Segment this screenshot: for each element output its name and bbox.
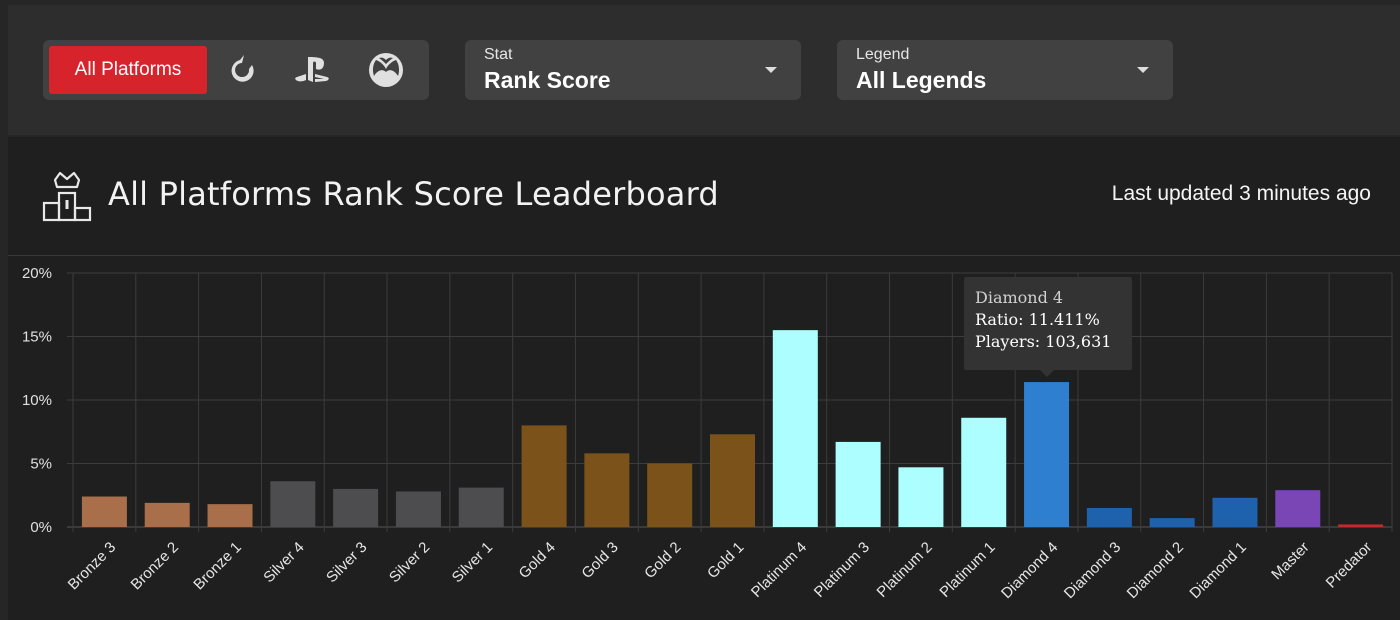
bar-diamond-4[interactable] <box>1024 382 1070 527</box>
playstation-icon[interactable] <box>293 51 333 89</box>
x-tick-label: Platinum 4 <box>748 539 810 601</box>
bar-gold-1[interactable] <box>710 434 755 527</box>
tooltip-title: Diamond 4 <box>975 288 1064 307</box>
tooltip-ratio: Ratio: 11.411% <box>975 310 1100 329</box>
leaderboard-header: All Platforms Rank Score Leaderboard Las… <box>8 137 1400 256</box>
podium-icon <box>42 171 92 222</box>
bar-gold-3[interactable] <box>584 453 630 527</box>
x-tick-label: Platinum 3 <box>811 539 873 601</box>
last-updated-text: Last updated 3 minutes ago <box>1111 182 1371 205</box>
x-tick-label: Predator <box>1323 539 1376 592</box>
bar-platinum-3[interactable] <box>835 441 881 527</box>
bar-bronze-3[interactable] <box>81 496 127 527</box>
bar-bronze-1[interactable] <box>207 504 253 527</box>
bar-platinum-4[interactable] <box>772 330 818 527</box>
legend-dropdown[interactable]: Legend All Legends <box>837 40 1173 100</box>
x-tick-label: Diamond 4 <box>998 539 1061 602</box>
tooltip-players: Players: 103,631 <box>975 332 1112 351</box>
x-tick-label: Platinum 2 <box>874 539 936 601</box>
x-tick-label: Gold 2 <box>641 539 684 582</box>
x-tick-label: Platinum 1 <box>936 539 998 601</box>
stat-dropdown-label: Stat <box>484 46 513 63</box>
x-tick-label: Bronze 3 <box>65 539 119 593</box>
x-tick-label: Silver 2 <box>386 539 433 586</box>
x-tick-label: Silver 3 <box>323 539 370 586</box>
bar-silver-3[interactable] <box>333 488 379 527</box>
x-tick-label: Diamond 3 <box>1061 539 1124 602</box>
x-tick-label: Diamond 2 <box>1124 539 1187 602</box>
y-tick-label: 5% <box>30 456 52 473</box>
bar-gold-2[interactable] <box>647 463 693 528</box>
bar-platinum-1[interactable] <box>961 417 1007 527</box>
all-platforms-button[interactable]: All Platforms <box>49 46 207 94</box>
bar-bronze-2[interactable] <box>144 502 190 527</box>
origin-icon[interactable] <box>222 51 262 89</box>
platform-selector: All Platforms <box>43 40 429 100</box>
caret-down-icon <box>1137 67 1149 73</box>
bar-master[interactable] <box>1275 490 1321 527</box>
x-tick-label: Gold 4 <box>516 539 559 582</box>
y-tick-label: 0% <box>30 519 52 536</box>
bar-diamond-3[interactable] <box>1086 507 1132 527</box>
stat-dropdown-value: Rank Score <box>484 67 611 93</box>
x-tick-label: Master <box>1268 539 1312 583</box>
bar-platinum-2[interactable] <box>898 467 944 527</box>
legend-dropdown-value: All Legends <box>856 67 987 93</box>
leaderboard-title: All Platforms Rank Score Leaderboard <box>108 175 719 213</box>
x-tick-label: Gold 1 <box>704 539 747 582</box>
y-tick-label: 20% <box>22 265 52 282</box>
x-tick-label: Silver 4 <box>260 539 307 586</box>
y-tick-label: 15% <box>22 329 52 346</box>
xbox-icon[interactable] <box>366 51 406 89</box>
bar-gold-4[interactable] <box>521 425 567 527</box>
bar-silver-1[interactable] <box>458 487 504 527</box>
leaderboard-panel: All Platforms Rank Score Leaderboard Las… <box>8 137 1400 620</box>
y-tick-label: 10% <box>22 392 52 409</box>
bar-predator[interactable] <box>1338 524 1384 527</box>
bar-diamond-2[interactable] <box>1149 518 1195 527</box>
legend-dropdown-label: Legend <box>856 46 910 63</box>
chart-tooltip: Diamond 4 Ratio: 11.411% Players: 103,63… <box>964 277 1132 377</box>
caret-down-icon <box>765 67 777 73</box>
bar-diamond-1[interactable] <box>1212 497 1258 527</box>
bar-silver-2[interactable] <box>395 491 441 527</box>
x-tick-label: Diamond 1 <box>1186 539 1249 602</box>
bar-silver-4[interactable] <box>270 481 316 527</box>
stat-dropdown[interactable]: Stat Rank Score <box>465 40 801 100</box>
x-tick-label: Bronze 2 <box>128 539 182 593</box>
x-tick-label: Bronze 1 <box>190 539 244 593</box>
x-tick-label: Gold 3 <box>578 539 621 582</box>
x-tick-label: Silver 1 <box>449 539 496 586</box>
